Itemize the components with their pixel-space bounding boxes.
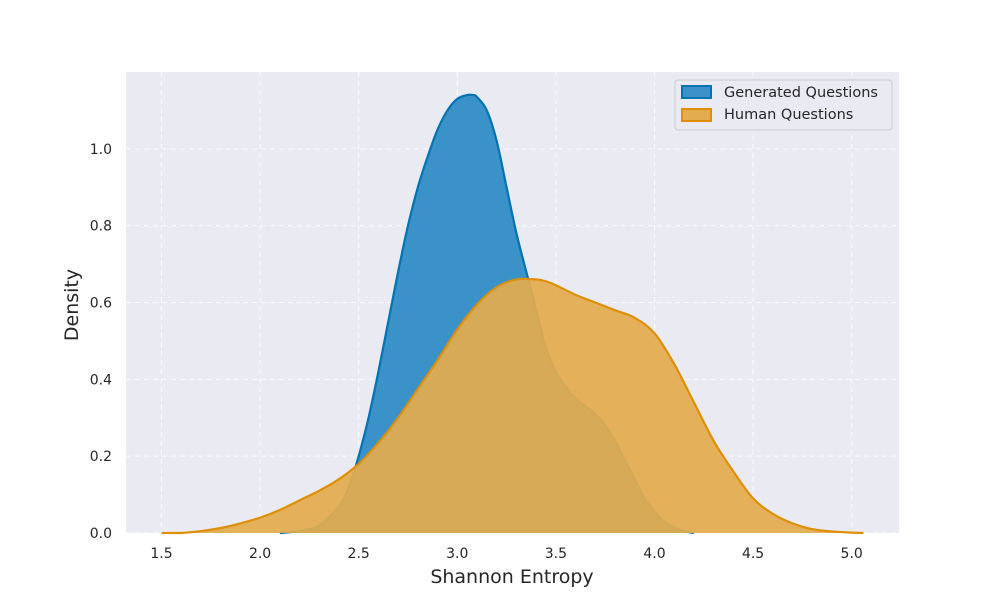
density-area-human-questions — [161, 278, 864, 533]
x-tick-label: 4.5 — [742, 546, 764, 562]
x-axis-label: Shannon Entropy — [430, 566, 593, 588]
density-line-human-questions — [161, 277, 864, 535]
legend: Generated Questions Human Questions — [674, 79, 893, 131]
x-tick-label: 1.5 — [150, 546, 172, 562]
y-tick-label: 0.6 — [90, 296, 112, 312]
x-tick-label: 3.0 — [446, 546, 468, 562]
y-tick-label: 0.4 — [90, 372, 112, 388]
y-tick-label: 0.8 — [90, 219, 112, 235]
legend-label-human-questions: Human Questions — [724, 107, 853, 123]
y-tick-label: 0.0 — [90, 526, 112, 542]
x-tick-label: 2.5 — [348, 546, 370, 562]
legend-frame — [674, 79, 893, 131]
x-tick-label: 2.0 — [249, 546, 271, 562]
x-tick-label: 4.0 — [643, 546, 665, 562]
x-tick-label: 5.0 — [841, 546, 863, 562]
legend-label-generated-questions: Generated Questions — [724, 85, 878, 101]
series-layer — [161, 93, 864, 535]
y-tick-label: 1.0 — [90, 142, 112, 158]
y-tick-label: 0.2 — [90, 449, 112, 465]
y-axis-ticks: 0.0 0.2 0.4 0.6 0.8 1.0 — [90, 142, 112, 542]
x-tick-label: 3.5 — [545, 546, 567, 562]
legend-swatch-generated-questions — [681, 85, 712, 99]
y-axis-label: Density — [61, 269, 83, 341]
x-axis-ticks: 1.5 2.0 2.5 3.0 3.5 4.0 4.5 5.0 — [150, 546, 862, 562]
legend-swatch-human-questions — [681, 108, 712, 122]
